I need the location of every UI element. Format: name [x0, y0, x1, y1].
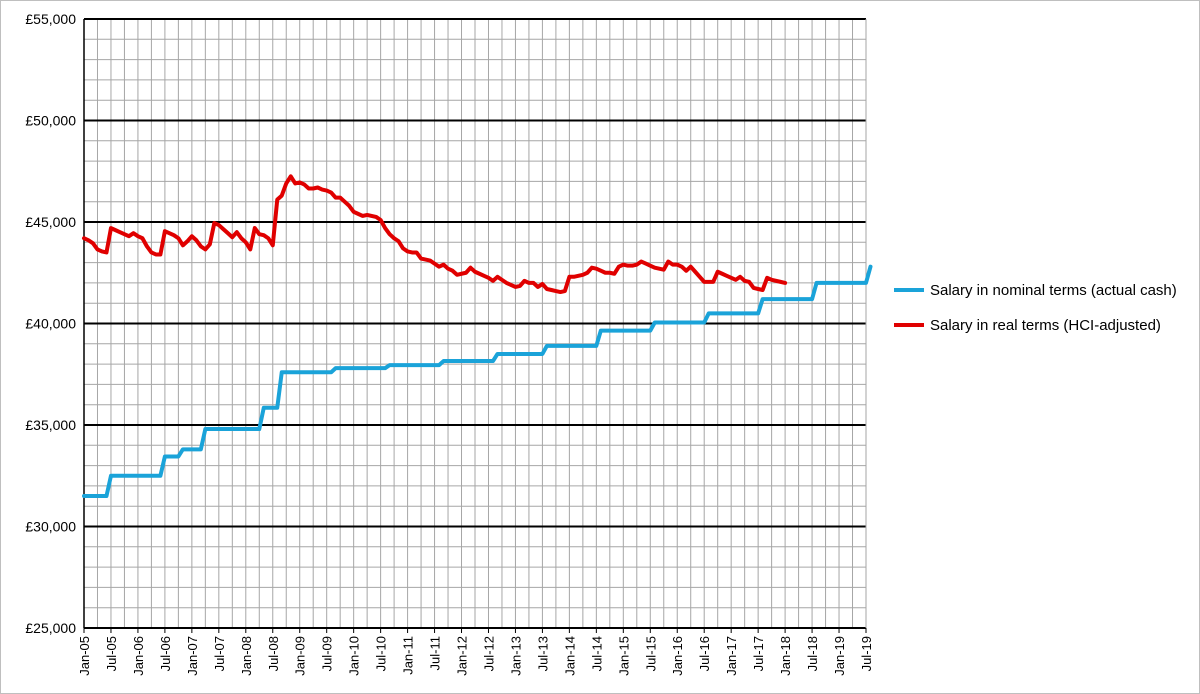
- x-tick-label: Jul-19: [859, 636, 874, 671]
- x-tick-label: Jan-06: [131, 636, 146, 676]
- y-tick-label: £45,000: [25, 214, 76, 230]
- x-tick-label: Jul-15: [643, 636, 658, 671]
- y-tick-label: £30,000: [25, 519, 76, 535]
- x-tick-label: Jul-14: [589, 636, 604, 671]
- y-axis: £25,000 £30,000 £35,000 £40,000 £45,000 £50,0…: [25, 11, 867, 636]
- x-tick-label: Jul-17: [751, 636, 766, 671]
- series-line-nominal: [82, 264, 873, 499]
- legend-label-real: Salary in real terms (HCI-adjusted): [930, 317, 1161, 334]
- x-tick-label: Jul-06: [158, 636, 173, 671]
- x-tick-label: Jan-13: [508, 636, 523, 676]
- x-tick-label: Jan-14: [562, 636, 577, 676]
- x-tick-label: Jul-13: [535, 636, 550, 671]
- x-tick-label: Jan-17: [724, 636, 739, 676]
- y-tick-label: £25,000: [25, 620, 76, 636]
- x-axis: Jan-05 Jul-05 Jan-06 Jul-06 Jan-07 Jul-07 Jan-…: [77, 628, 874, 676]
- y-tick-label: £55,000: [25, 11, 76, 27]
- x-tick-label: Jan-09: [293, 636, 308, 676]
- x-tick-label: Jan-08: [239, 636, 254, 676]
- x-tick-label: Jul-11: [428, 636, 443, 670]
- x-tick-label: Jul-10: [374, 636, 389, 671]
- x-tick-label: Jul-16: [697, 636, 712, 671]
- x-tick-label: Jan-16: [670, 636, 685, 676]
- x-tick-label: Jan-15: [616, 636, 631, 676]
- x-tick-label: Jul-09: [320, 636, 335, 671]
- y-tick-label: £50,000: [25, 113, 76, 129]
- x-tick-label: Jul-05: [104, 636, 119, 671]
- y-tick-label: £35,000: [25, 417, 76, 433]
- x-tick-label: Jan-18: [778, 636, 793, 676]
- x-tick-label: Jan-07: [185, 636, 200, 676]
- x-tick-label: Jan-12: [455, 636, 470, 676]
- x-tick-label: Jan-05: [77, 636, 92, 676]
- x-tick-label: Jan-11: [401, 636, 416, 675]
- y-tick-label: £40,000: [25, 316, 76, 332]
- series-layer: [82, 174, 873, 499]
- x-tick-label: Jan-10: [347, 636, 362, 676]
- x-tick-label: Jan-19: [832, 636, 847, 676]
- legend-label-nominal: Salary in nominal terms (actual cash): [930, 282, 1177, 299]
- x-tick-label: Jul-08: [266, 636, 281, 671]
- x-tick-label: Jul-12: [481, 636, 496, 671]
- x-tick-label: Jul-18: [805, 636, 820, 671]
- x-tick-label: Jul-07: [212, 636, 227, 671]
- series-line-real: [82, 174, 788, 295]
- legend: Salary in nominal terms (actual cash) Sa…: [894, 282, 1177, 334]
